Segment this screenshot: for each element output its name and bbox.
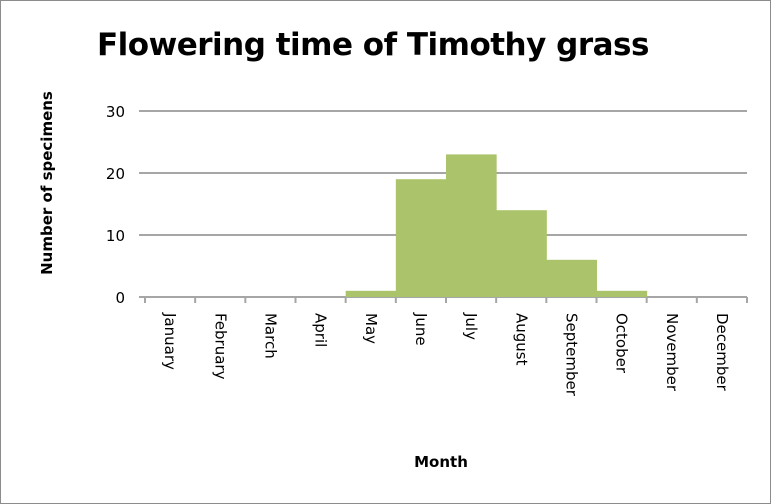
bar-october: [596, 290, 648, 297]
y-tick-label: 0: [115, 289, 125, 307]
y-tick-label: 30: [106, 103, 125, 121]
bar-july: [446, 154, 497, 297]
bar-june: [395, 179, 447, 297]
y-tick-label: 10: [106, 227, 125, 245]
x-axis-label: Month: [414, 453, 468, 471]
bar-may: [345, 290, 397, 297]
x-tick-label: February: [211, 313, 229, 380]
x-tick-label: August: [512, 313, 530, 366]
bar-august: [496, 210, 547, 297]
x-tick-label: April: [312, 313, 330, 347]
x-tick-label: May: [362, 313, 380, 344]
x-tick-label: June: [412, 312, 430, 346]
chart-title: Flowering time of Timothy grass: [97, 27, 649, 63]
x-tick-label: November: [663, 313, 681, 392]
x-tick-label: July: [462, 312, 480, 340]
bar-september: [546, 259, 597, 297]
x-tick-label: October: [613, 313, 631, 374]
x-tick-label: September: [562, 313, 580, 397]
x-tick-label: March: [261, 313, 279, 359]
x-tick-label: December: [713, 313, 731, 392]
y-tick-label: 20: [106, 165, 125, 183]
x-tick-label: January: [161, 312, 179, 370]
